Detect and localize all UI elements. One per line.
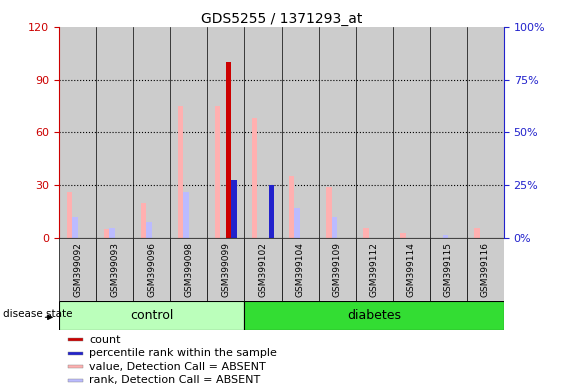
Bar: [133, 27, 171, 238]
Bar: [430, 27, 467, 238]
Bar: [141, 203, 146, 238]
Bar: [215, 106, 220, 238]
Text: GSM399098: GSM399098: [184, 242, 193, 297]
Text: GSM399096: GSM399096: [148, 242, 157, 297]
Bar: [171, 238, 207, 301]
Bar: [363, 227, 369, 238]
Bar: [178, 106, 184, 238]
Text: GSM399114: GSM399114: [406, 242, 415, 297]
Bar: [59, 301, 244, 330]
Bar: [269, 185, 274, 238]
Text: diabetes: diabetes: [347, 310, 401, 322]
Bar: [68, 338, 83, 341]
Bar: [96, 238, 133, 301]
Bar: [393, 238, 430, 301]
Bar: [294, 208, 300, 238]
Bar: [319, 238, 356, 301]
Bar: [133, 238, 171, 301]
Bar: [319, 27, 356, 238]
Bar: [443, 235, 448, 238]
Text: GSM399104: GSM399104: [296, 242, 305, 297]
Bar: [289, 177, 294, 238]
Bar: [226, 62, 231, 238]
Bar: [207, 27, 244, 238]
Text: disease state: disease state: [3, 310, 73, 319]
Text: GSM399109: GSM399109: [333, 242, 342, 297]
Bar: [332, 217, 337, 238]
Text: count: count: [90, 335, 121, 345]
Text: GSM399112: GSM399112: [370, 242, 379, 297]
Bar: [244, 301, 504, 330]
Bar: [146, 222, 152, 238]
Bar: [109, 227, 115, 238]
Bar: [393, 27, 430, 238]
Bar: [282, 27, 319, 238]
Title: GDS5255 / 1371293_at: GDS5255 / 1371293_at: [201, 12, 362, 26]
Bar: [467, 238, 504, 301]
Bar: [326, 187, 332, 238]
Bar: [252, 118, 257, 238]
Text: GSM399092: GSM399092: [73, 242, 82, 297]
Bar: [72, 217, 78, 238]
Text: GSM399116: GSM399116: [481, 242, 490, 297]
Bar: [104, 229, 109, 238]
Bar: [356, 238, 393, 301]
Bar: [430, 238, 467, 301]
Bar: [59, 238, 96, 301]
Bar: [96, 27, 133, 238]
Bar: [244, 238, 282, 301]
Bar: [68, 365, 83, 368]
Bar: [474, 227, 480, 238]
Bar: [231, 180, 237, 238]
Bar: [59, 27, 96, 238]
Bar: [68, 352, 83, 355]
Bar: [282, 238, 319, 301]
Text: GSM399093: GSM399093: [110, 242, 119, 297]
Text: percentile rank within the sample: percentile rank within the sample: [90, 348, 277, 358]
Text: control: control: [130, 310, 173, 322]
Bar: [171, 27, 207, 238]
Bar: [356, 27, 393, 238]
Text: rank, Detection Call = ABSENT: rank, Detection Call = ABSENT: [90, 375, 261, 384]
Bar: [400, 233, 406, 238]
Text: GSM399099: GSM399099: [221, 242, 230, 297]
Text: value, Detection Call = ABSENT: value, Detection Call = ABSENT: [90, 362, 266, 372]
Text: GSM399115: GSM399115: [444, 242, 453, 297]
Bar: [467, 27, 504, 238]
Bar: [207, 238, 244, 301]
Bar: [184, 192, 189, 238]
Bar: [66, 192, 72, 238]
Bar: [244, 27, 282, 238]
Bar: [68, 379, 83, 382]
Text: GSM399102: GSM399102: [258, 242, 267, 297]
